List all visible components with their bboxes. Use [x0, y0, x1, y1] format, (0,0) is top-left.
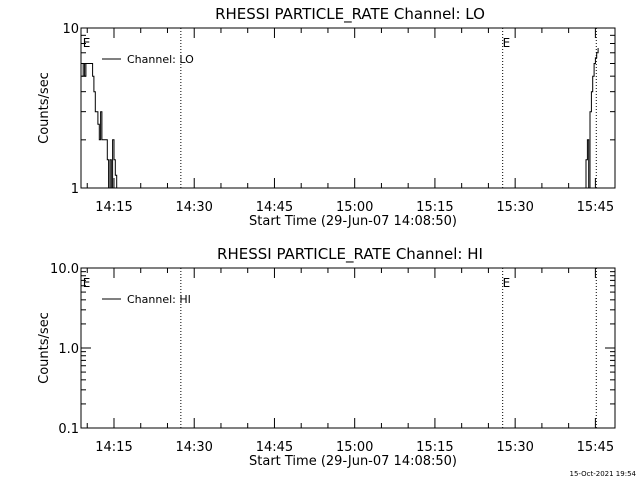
- x-tick-label: 15:45: [577, 440, 614, 455]
- legend-label: Channel: LO: [127, 53, 194, 66]
- y-tick-label: 1: [71, 182, 79, 197]
- x-tick-label: 15:45: [577, 200, 614, 215]
- x-tick-label: 14:45: [256, 440, 293, 455]
- x-tick-label: 15:30: [496, 440, 533, 455]
- x-tick-label: 15:00: [336, 200, 373, 215]
- x-axis-label: Start Time (29-Jun-07 14:08:50): [249, 454, 457, 469]
- event-marker-label: E: [503, 276, 511, 290]
- event-marker-label: E: [503, 36, 511, 50]
- y-tick-label: 1.0: [58, 342, 79, 357]
- y-tick-label: 10.0: [50, 262, 79, 277]
- x-tick-label: 14:45: [256, 200, 293, 215]
- plot-frame: [80, 27, 616, 189]
- chart-title: RHESSI PARTICLE_RATE Channel: HI: [217, 245, 483, 264]
- chart-title: RHESSI PARTICLE_RATE Channel: LO: [215, 5, 485, 24]
- y-axis-label: Counts/sec: [37, 72, 52, 144]
- x-axis-label: Start Time (29-Jun-07 14:08:50): [249, 214, 457, 229]
- x-tick-label: 14:15: [95, 440, 132, 455]
- x-tick-label: 15:30: [496, 200, 533, 215]
- x-tick-label: 14:15: [95, 200, 132, 215]
- y-tick-label: 0.1: [58, 422, 79, 437]
- y-tick-label: 10: [62, 22, 79, 37]
- x-tick-label: 15:15: [416, 200, 453, 215]
- series-line: [584, 48, 599, 189]
- event-marker-label: E: [83, 276, 91, 290]
- x-tick-label: 15:00: [336, 440, 373, 455]
- series-line: [81, 63, 118, 189]
- x-tick-label: 14:30: [175, 200, 212, 215]
- x-tick-label: 14:30: [175, 440, 212, 455]
- panel-hi: RHESSI PARTICLE_RATE Channel: HI 14:15 14:…: [37, 245, 616, 469]
- legend-label: Channel: HI: [127, 293, 191, 306]
- panel-lo: RHESSI PARTICLE_RATE Channel: LO 14:15 14:…: [37, 5, 616, 229]
- plot-frame: [80, 267, 616, 429]
- y-axis-label: Counts/sec: [37, 312, 52, 384]
- event-marker-label: E: [83, 36, 91, 50]
- footer-timestamp: 15-Oct-2021 19:54: [570, 470, 637, 478]
- x-tick-label: 15:15: [416, 440, 453, 455]
